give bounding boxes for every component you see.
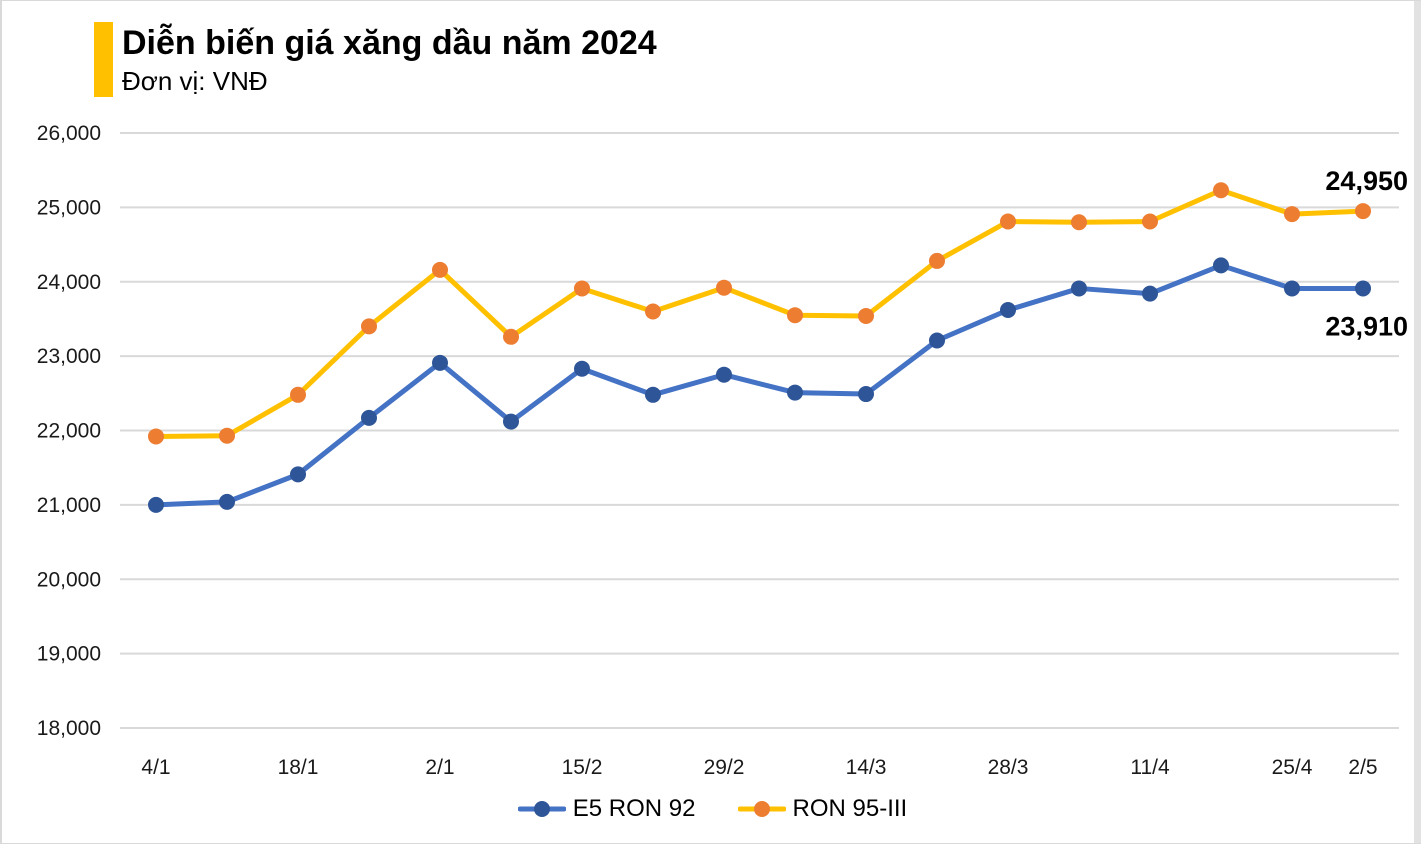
x-axis-tick-label: 2/1 <box>425 756 454 779</box>
data-point-marker-1 <box>645 303 661 320</box>
y-axis-tick-label: 21,000 <box>37 494 101 517</box>
y-axis-tick-label: 24,000 <box>37 271 101 294</box>
y-axis-tick-label: 23,000 <box>37 345 101 368</box>
data-point-marker-0 <box>290 466 306 483</box>
x-axis-tick-label: 25/4 <box>1272 756 1313 779</box>
legend-label-e5-ron-92: E5 RON 92 <box>572 795 696 822</box>
data-point-marker-0 <box>432 354 448 371</box>
legend-marker-e5-ron-92-icon <box>517 801 566 817</box>
series-line-1 <box>153 187 1366 439</box>
data-point-marker-0 <box>148 496 164 513</box>
chart-unit-label: Đơn vị: VNĐ <box>122 66 268 96</box>
x-axis-tick-label: 11/4 <box>1130 756 1170 779</box>
x-axis-tick-label: 4/1 <box>141 756 170 779</box>
right-edge-strip <box>1414 1 1421 843</box>
legend-label-ron-95-iii: RON 95-III <box>792 795 908 822</box>
y-axis-tick-label: 19,000 <box>37 643 101 666</box>
x-axis-tick-label: 29/2 <box>704 756 745 779</box>
series-end-value-label: 24,950 <box>1325 166 1408 196</box>
chart-legend: E5 RON 92 RON 95-III <box>2 795 1421 823</box>
data-point-marker-1 <box>432 261 448 278</box>
data-point-marker-0 <box>1213 257 1229 274</box>
x-axis-tick-label: 18/1 <box>278 756 319 779</box>
data-point-marker-0 <box>503 413 519 430</box>
data-point-marker-0 <box>858 386 874 403</box>
data-point-marker-1 <box>574 280 590 297</box>
data-point-marker-0 <box>1071 280 1087 297</box>
data-point-marker-0 <box>219 493 235 510</box>
data-point-marker-1 <box>929 252 945 269</box>
data-point-marker-1 <box>1071 214 1087 231</box>
x-axis-tick-label: 2/5 <box>1348 756 1377 779</box>
data-point-marker-1 <box>716 279 732 296</box>
data-point-marker-1 <box>148 428 164 445</box>
chart-header: Diễn biến giá xăng dầu năm 2024 Đơn vị: … <box>94 22 657 97</box>
data-point-marker-0 <box>1355 280 1371 297</box>
data-point-marker-1 <box>858 307 874 324</box>
y-axis-tick-label: 20,000 <box>37 568 101 591</box>
data-point-marker-1 <box>219 427 235 444</box>
x-axis-tick-label: 15/2 <box>562 756 603 779</box>
data-point-marker-1 <box>361 318 377 335</box>
title-accent-bar <box>94 22 113 97</box>
data-point-marker-1 <box>503 328 519 345</box>
legend-item-ron-95-iii: RON 95-III <box>737 795 908 823</box>
legend-item-e5-ron-92: E5 RON 92 <box>517 795 696 823</box>
data-point-marker-1 <box>1284 206 1300 223</box>
data-point-marker-1 <box>290 386 306 403</box>
data-point-marker-0 <box>645 386 661 403</box>
data-point-marker-1 <box>1000 213 1016 230</box>
data-point-marker-0 <box>716 366 732 383</box>
legend-marker-ron-95-iii-icon <box>737 801 786 817</box>
data-point-marker-0 <box>1142 285 1158 302</box>
data-point-marker-0 <box>929 332 945 349</box>
data-point-marker-0 <box>1284 280 1300 297</box>
series-line-0 <box>153 262 1366 508</box>
data-point-marker-0 <box>787 384 803 401</box>
chart-title: Diễn biến giá xăng dầu năm 2024 <box>122 24 657 62</box>
data-point-marker-0 <box>574 360 590 377</box>
y-axis-tick-label: 26,000 <box>37 122 101 145</box>
y-axis-tick-label: 25,000 <box>37 196 101 219</box>
y-axis-tick-label: 18,000 <box>37 717 101 740</box>
data-point-marker-0 <box>1000 302 1016 319</box>
data-point-marker-1 <box>1213 182 1229 199</box>
data-point-marker-1 <box>1355 203 1371 220</box>
x-axis-tick-label: 28/3 <box>988 756 1029 779</box>
y-axis-tick-label: 22,000 <box>37 420 101 443</box>
data-point-marker-0 <box>361 409 377 426</box>
data-point-marker-1 <box>787 307 803 324</box>
data-point-marker-1 <box>1142 213 1158 230</box>
x-axis-tick-label: 14/3 <box>846 756 887 779</box>
series-end-value-label: 23,910 <box>1325 311 1408 341</box>
